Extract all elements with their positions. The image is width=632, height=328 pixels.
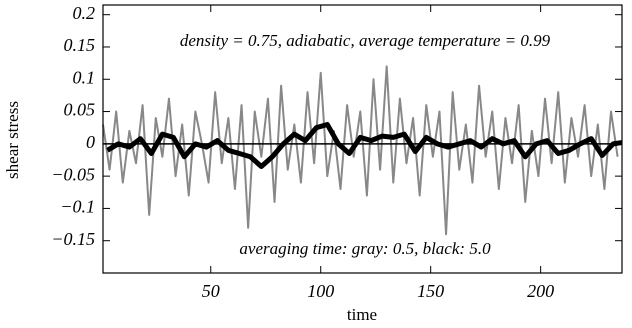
x-axis-label: time	[347, 305, 377, 324]
y-tick-label: −0.05	[51, 164, 95, 184]
annotation: averaging time: gray: 0.5, black: 5.0	[239, 239, 491, 258]
x-tick-label: 50	[202, 281, 220, 301]
x-tick-label: 100	[307, 281, 334, 301]
annotation-bg	[130, 30, 600, 54]
x-tick-label: 150	[417, 281, 444, 301]
annotation-bg	[195, 238, 535, 262]
x-tick-label: 200	[527, 281, 554, 301]
y-tick-label: 0.15	[64, 35, 96, 55]
y-axis-label: shear stress	[3, 101, 22, 179]
y-tick-label: 0.2	[73, 3, 96, 23]
plot-frame	[102, 4, 623, 274]
series-line	[102, 65, 619, 236]
y-tick-label: 0	[86, 132, 95, 152]
annotation: density = 0.75, adiabatic, average tempe…	[180, 31, 551, 50]
y-tick-label: −0.1	[60, 197, 95, 217]
y-tick-label: 0.05	[64, 100, 96, 120]
y-tick-label: −0.15	[51, 229, 95, 249]
y-tick-label: 0.1	[73, 67, 96, 87]
